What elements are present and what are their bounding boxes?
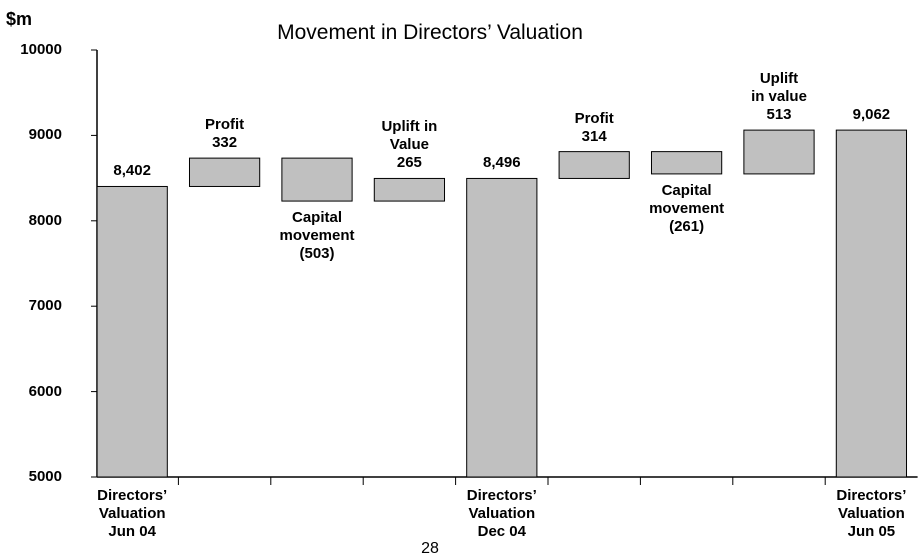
bar [743, 129, 815, 175]
step-name: Profit [574, 109, 614, 127]
bar-annotation: 8,496 [442, 154, 562, 172]
value-label: (503) [299, 245, 335, 263]
bar [96, 185, 168, 478]
bar-annotation: Capital movement (261) [627, 182, 747, 236]
bar-annotation: Uplift in Value 265 [349, 118, 469, 172]
page-number: 28 [421, 540, 439, 553]
bar [835, 129, 908, 478]
y-tick-label: 7000 [28, 297, 62, 315]
y-tick-label: 5000 [28, 468, 62, 485]
bar [373, 177, 446, 202]
bar [466, 177, 538, 478]
value-label: (261) [669, 217, 705, 235]
step-name: Uplift in value [751, 70, 807, 106]
x-tick-label: Directors’ Valuation Dec 04 [466, 487, 537, 540]
bar [558, 151, 630, 179]
x-tick-label: Directors’ Valuation Jun 05 [836, 487, 907, 540]
value-label: 513 [766, 106, 792, 124]
value-label: 314 [581, 127, 607, 145]
chart-title: Movement in Directors’ Valuation [277, 21, 583, 44]
y-tick-label: 10000 [20, 41, 62, 58]
value-label: 265 [396, 154, 422, 172]
value-label: 8,496 [483, 154, 521, 172]
step-name: Capital movement [279, 209, 355, 245]
bar-annotation: Uplift in value 513 [719, 70, 839, 124]
bar [188, 157, 261, 187]
bar [650, 151, 723, 175]
step-name: Capital movement [649, 181, 725, 217]
bar [281, 157, 353, 202]
bar-annotation: 8,402 [72, 162, 192, 180]
step-name: Uplift in Value [381, 118, 438, 154]
bar-annotation: 9,062 [811, 106, 921, 124]
y-axis-label: $m [6, 9, 33, 29]
y-tick-label: 8000 [28, 211, 62, 229]
y-tick-label: 9000 [28, 126, 62, 144]
value-label: 332 [212, 134, 238, 152]
value-label: 9,062 [852, 106, 891, 124]
bar-annotation: Profit 314 [534, 110, 654, 146]
value-label: 8,402 [113, 162, 151, 180]
bar-annotation: Capital movement (503) [257, 209, 377, 263]
step-name: Profit [205, 116, 245, 134]
bar-annotation: Profit 332 [165, 116, 285, 152]
x-tick-label: Directors’ Valuation Jun 04 [97, 487, 168, 540]
y-tick-label: 6000 [28, 382, 62, 400]
